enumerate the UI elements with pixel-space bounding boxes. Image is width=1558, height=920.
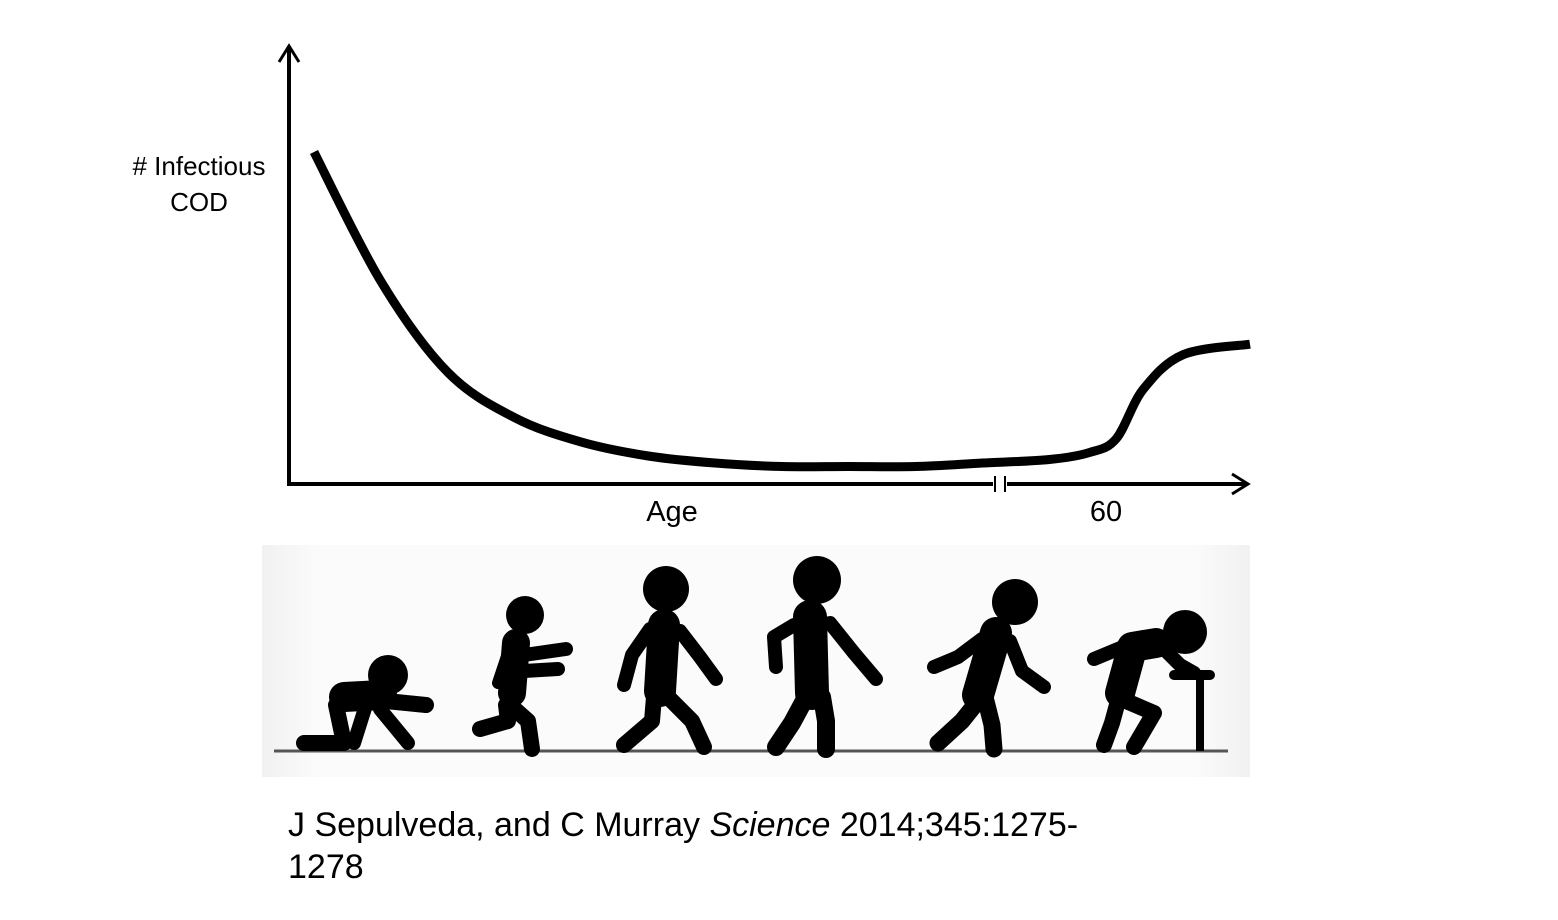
y-axis-label-line-2: COD	[170, 187, 228, 217]
adult-figure	[767, 556, 883, 758]
elderly-with-cane-figure	[1087, 610, 1215, 755]
crawling-infant-figure	[296, 655, 434, 751]
infectious-cod-curve	[309, 149, 1251, 472]
older-adult-figure	[927, 579, 1051, 758]
x-axis-arrowhead	[1231, 472, 1251, 496]
citation-details-line-2: 1278	[288, 848, 364, 886]
source-citation: J Sepulveda, and C Murray Science 2014;3…	[288, 804, 1188, 888]
life-stages-illustration	[262, 545, 1250, 777]
toddler-figure	[472, 596, 573, 757]
y-axis-label-line-1: # Infectious	[132, 151, 266, 181]
citation-journal: Science	[709, 806, 831, 844]
x-tick-label-60: 60	[1089, 496, 1123, 528]
infectious-cod-by-age-chart	[277, 43, 1251, 496]
citation-details-line-1: 2014;345:1275-	[830, 806, 1079, 844]
citation-authors: J Sepulveda, and C Murray	[288, 806, 710, 844]
y-axis-arrowhead	[277, 43, 301, 63]
illustration-background	[262, 545, 1250, 777]
y-axis-label: # Infectious COD	[118, 148, 280, 220]
child-figure	[616, 566, 723, 755]
x-axis-label: Age	[646, 496, 698, 528]
